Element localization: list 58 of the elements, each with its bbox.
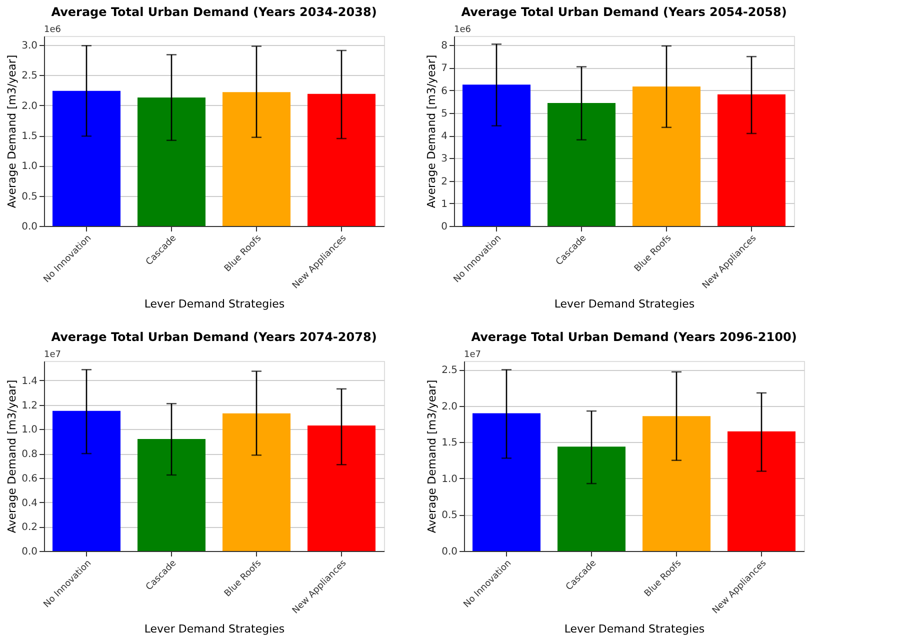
y-tick-label: 0: [441, 222, 448, 232]
y-axis-title: Average Demand [m3/year]: [6, 54, 19, 208]
chart-title: Average Total Urban Demand (Years 2054-2058): [461, 5, 787, 19]
y-tick-label: 0.4: [22, 498, 38, 509]
y-tick-label: 2.0: [22, 100, 38, 112]
y-tick-label: 2.5: [442, 365, 458, 376]
y-tick-label: 3: [441, 154, 448, 165]
bar: [718, 94, 786, 226]
bar: [548, 102, 616, 226]
bar: [632, 86, 700, 226]
text: 1e7: [464, 350, 481, 360]
y-tick-label: 0.2: [22, 522, 38, 534]
y-tick-label: 0.0: [22, 222, 38, 232]
chart-title: Average Total Urban Demand (Years 2074-2078): [51, 330, 377, 344]
bar: [222, 413, 290, 551]
chart-title: Average Total Urban Demand (Years 2034-2038): [51, 5, 377, 19]
bar: [138, 438, 206, 551]
bar: [642, 416, 710, 551]
bar: [472, 413, 540, 551]
x-axis-title: Lever Demand Strategies: [564, 622, 705, 636]
y-axis-title: Average Demand [m3/year]: [425, 54, 438, 208]
y-tick-label: 2.5: [22, 70, 38, 82]
y-tick-label: 5: [441, 108, 448, 120]
bar: [52, 410, 120, 551]
x-axis-title: Lever Demand Strategies: [554, 297, 695, 310]
y-tick-label: 7: [441, 63, 448, 74]
y-tick-label: 0.8: [22, 449, 38, 460]
y-tick-label: 1.5: [442, 438, 458, 449]
y-tick-label: 2.0: [442, 401, 458, 412]
bar: [308, 426, 376, 551]
bar: [462, 84, 530, 226]
y-tick-label: 3.0: [22, 40, 38, 52]
y-tick-label: 2: [441, 176, 448, 188]
bar: [728, 431, 796, 551]
x-axis-title: Lever Demand Strategies: [144, 297, 285, 310]
y-tick-label: 0.5: [442, 510, 458, 522]
y-tick-label: 8: [441, 40, 448, 52]
y-tick-label: 1.5: [22, 131, 38, 142]
text: 1e7: [44, 350, 61, 360]
y-tick-label: 0.0: [22, 546, 38, 558]
text: 1e6: [44, 25, 62, 35]
y-tick-label: 1.4: [22, 376, 38, 387]
y-tick-label: 1.0: [22, 424, 38, 436]
y-tick-label: 1.0: [22, 161, 38, 172]
bar: [558, 446, 626, 551]
x-axis-title: Lever Demand Strategies: [144, 622, 285, 636]
y-tick-label: 6: [441, 86, 448, 97]
y-tick-label: 0.6: [22, 473, 38, 484]
y-tick-label: 0.0: [442, 546, 458, 558]
chart-title: Average Total Urban Demand (Years 2096-2100): [471, 330, 797, 344]
y-axis-title: Average Demand [m3/year]: [6, 380, 19, 534]
y-tick-label: 1.2: [22, 400, 38, 412]
text: 1e6: [454, 25, 472, 35]
y-tick-label: 1.0: [442, 474, 458, 485]
y-tick-label: 0.5: [22, 191, 38, 202]
y-tick-label: 4: [441, 131, 448, 142]
y-axis-title: Average Demand [m3/year]: [426, 380, 439, 534]
y-tick-label: 1: [441, 198, 448, 210]
